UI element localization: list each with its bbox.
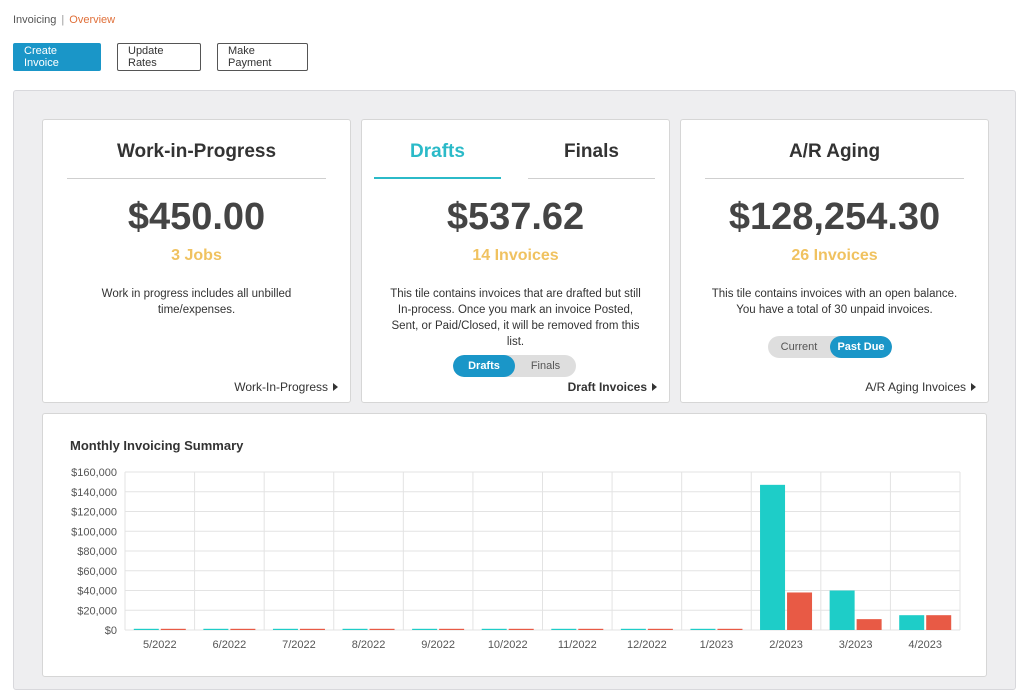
drafts-amount: $537.62	[446, 196, 585, 238]
drafts-count: 14 Invoices	[472, 247, 559, 264]
chart-bar	[690, 628, 716, 630]
y-tick-label: $60,000	[77, 566, 117, 578]
toggle-current[interactable]: Current	[780, 341, 818, 353]
chart-bar	[299, 628, 325, 630]
caret-right-icon	[971, 383, 976, 391]
breadcrumb-current[interactable]: Overview	[69, 14, 116, 26]
wip-description: Work in progress includes all unbilled t…	[101, 288, 292, 316]
chart-bar	[551, 628, 577, 630]
y-tick-label: $140,000	[71, 487, 117, 499]
chart-title: Monthly Invoicing Summary	[70, 438, 244, 453]
ar-aging-link[interactable]: A/R Aging Invoices	[865, 380, 976, 394]
aging-title: A/R Aging	[788, 141, 881, 162]
tab-drafts[interactable]: Drafts	[410, 141, 465, 162]
monthly-invoicing-chart: $0 $20,000 $40,000 $60,000 $80,000 $100,000 $1…	[71, 467, 961, 651]
toolbar: Create Invoice Update Rates Make Payment	[13, 43, 308, 71]
chart-bar	[412, 628, 438, 630]
chart-bar	[272, 628, 298, 630]
x-tick-label: 10/2022	[488, 639, 528, 651]
x-tick-label: 1/2023	[700, 639, 734, 651]
y-tick-label: $80,000	[77, 546, 117, 558]
create-invoice-button[interactable]: Create Invoice	[13, 43, 101, 71]
caret-right-icon	[333, 383, 338, 391]
aging-amount: $128,254.30	[728, 196, 941, 238]
x-tick-label: 4/2023	[908, 639, 942, 651]
drafts-toggle: Drafts Finals	[453, 355, 576, 377]
y-tick-label: $100,000	[71, 526, 117, 538]
chart-bar	[481, 628, 507, 630]
tab-drafts-underline	[374, 177, 501, 179]
chart-bar	[899, 615, 925, 630]
drafts-tile: Drafts Finals $537.62 14 Invoices This t…	[361, 119, 670, 403]
y-tick-label: $160,000	[71, 467, 117, 479]
drafts-description: This tile contains invoices that are dra…	[390, 288, 641, 348]
chart-bar	[647, 628, 673, 630]
chart-bar	[829, 590, 855, 630]
y-tick-label: $120,000	[71, 507, 117, 519]
x-tick-label: 11/2022	[558, 639, 597, 651]
chart-bar	[717, 628, 743, 630]
y-tick-label: $40,000	[77, 586, 117, 598]
breadcrumb: Invoicing | Overview	[13, 14, 115, 26]
wip-amount: $450.00	[127, 196, 266, 238]
toggle-drafts[interactable]: Drafts	[453, 355, 515, 377]
monthly-summary-card: Monthly Invoicing Summary $0 $20,000 $40,0…	[42, 413, 987, 677]
chart-bar	[230, 628, 256, 630]
aging-description: This tile contains invoices with an open…	[711, 288, 958, 316]
wip-title: Work-in-Progress	[116, 141, 277, 162]
x-tick-label: 12/2022	[627, 639, 667, 651]
x-tick-label: 3/2023	[839, 639, 873, 651]
chart-bar	[160, 628, 186, 630]
chart-bar	[856, 619, 882, 630]
make-payment-button[interactable]: Make Payment	[217, 43, 308, 71]
tab-finals[interactable]: Finals	[564, 141, 619, 162]
breadcrumb-separator: |	[61, 14, 65, 26]
tab-finals-underline	[528, 178, 655, 179]
update-rates-button[interactable]: Update Rates	[117, 43, 201, 71]
chart-bar	[508, 628, 534, 630]
x-tick-label: 9/2022	[421, 639, 455, 651]
toggle-past-due[interactable]: Past Due	[830, 336, 892, 358]
ar-aging-link-label: A/R Aging Invoices	[865, 380, 966, 394]
aging-divider	[705, 178, 964, 179]
chart-bar	[203, 628, 229, 630]
chart-bar	[133, 628, 159, 630]
x-tick-label: 5/2022	[143, 639, 177, 651]
toggle-finals[interactable]: Finals	[530, 360, 561, 372]
chart-bar	[578, 628, 604, 630]
chart-bar	[760, 484, 786, 630]
chart-bar	[369, 628, 395, 630]
chart-bar	[926, 615, 952, 630]
overview-panel: Work-in-Progress $450.00 3 Jobs Work in …	[13, 90, 1016, 690]
breadcrumb-root[interactable]: Invoicing	[13, 14, 57, 26]
chart-bar	[342, 628, 368, 630]
y-tick-label: $0	[105, 625, 117, 637]
y-tick-label: $20,000	[77, 605, 117, 617]
aging-count: 26 Invoices	[791, 247, 878, 264]
x-tick-label: 8/2022	[352, 639, 386, 651]
draft-invoices-link-label: Draft Invoices	[567, 380, 647, 394]
x-tick-label: 6/2022	[213, 639, 247, 651]
aging-toggle: Current Past Due	[768, 336, 892, 358]
chart-bar	[620, 628, 646, 630]
x-tick-label: 2/2023	[769, 639, 803, 651]
caret-right-icon	[652, 383, 657, 391]
aging-tile: A/R Aging $128,254.30 26 Invoices This t…	[680, 119, 989, 403]
chart-bar	[787, 592, 813, 630]
chart-bar	[439, 628, 465, 630]
draft-invoices-link[interactable]: Draft Invoices	[568, 380, 657, 394]
wip-link-label: Work-In-Progress	[234, 380, 328, 394]
wip-divider	[67, 178, 326, 179]
wip-count: 3 Jobs	[171, 247, 222, 264]
wip-link[interactable]: Work-In-Progress	[234, 380, 338, 394]
x-tick-label: 7/2022	[282, 639, 316, 651]
wip-tile: Work-in-Progress $450.00 3 Jobs Work in …	[42, 119, 351, 403]
